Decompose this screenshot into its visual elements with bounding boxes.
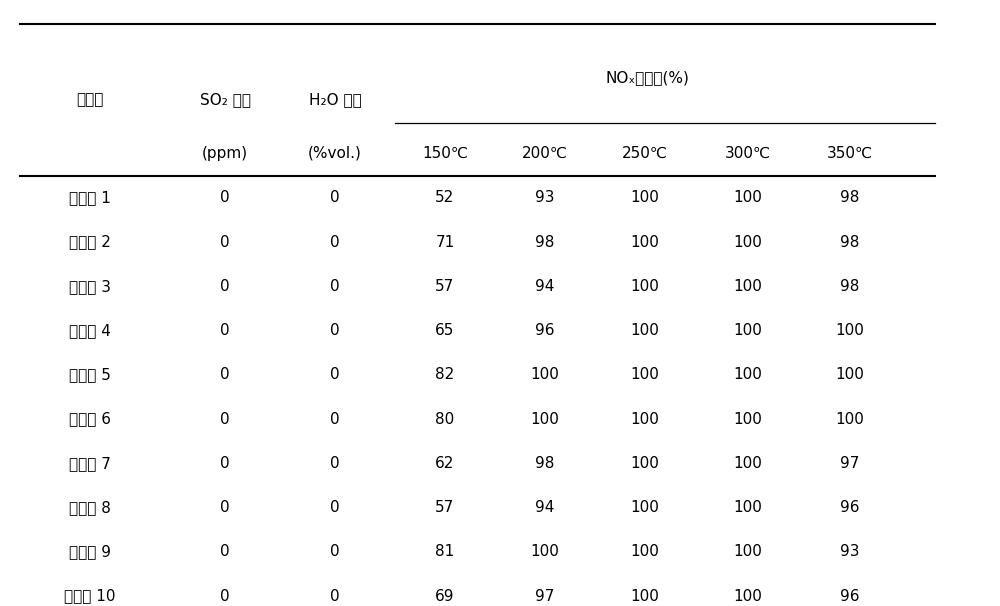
Text: 250℃: 250℃ [622,145,668,161]
Text: 催化剂: 催化剂 [76,93,104,107]
Text: 0: 0 [330,411,340,427]
Text: 100: 100 [531,411,559,427]
Text: 100: 100 [836,411,864,427]
Text: 94: 94 [535,279,555,294]
Text: 0: 0 [330,367,340,382]
Text: 82: 82 [435,367,455,382]
Text: 100: 100 [836,367,864,382]
Text: 0: 0 [330,544,340,559]
Text: 57: 57 [435,500,455,515]
Text: (ppm): (ppm) [202,145,248,161]
Text: 52: 52 [435,190,455,205]
Text: 0: 0 [330,279,340,294]
Text: 100: 100 [734,323,762,338]
Text: 100: 100 [734,588,762,604]
Text: (%vol.): (%vol.) [308,145,362,161]
Text: 98: 98 [840,279,860,294]
Text: 100: 100 [631,500,659,515]
Text: 100: 100 [734,190,762,205]
Text: 100: 100 [631,367,659,382]
Text: 实施例 7: 实施例 7 [69,456,111,471]
Text: 实施例 5: 实施例 5 [69,367,111,382]
Text: 0: 0 [220,456,230,471]
Text: 100: 100 [531,367,559,382]
Text: 100: 100 [631,544,659,559]
Text: 97: 97 [535,588,555,604]
Text: 0: 0 [330,235,340,250]
Text: 0: 0 [330,456,340,471]
Text: 100: 100 [734,544,762,559]
Text: 71: 71 [435,235,455,250]
Text: 实施例 4: 实施例 4 [69,323,111,338]
Text: 81: 81 [435,544,455,559]
Text: 0: 0 [330,190,340,205]
Text: 200℃: 200℃ [522,145,568,161]
Text: 93: 93 [535,190,555,205]
Text: 96: 96 [840,500,860,515]
Text: 97: 97 [840,456,860,471]
Text: 实施例 10: 实施例 10 [64,588,116,604]
Text: 实施例 6: 实施例 6 [69,411,111,427]
Text: 实施例 9: 实施例 9 [69,544,111,559]
Text: 94: 94 [535,500,555,515]
Text: 96: 96 [840,588,860,604]
Text: 0: 0 [330,588,340,604]
Text: 100: 100 [631,279,659,294]
Text: 实施例 8: 实施例 8 [69,500,111,515]
Text: 100: 100 [631,323,659,338]
Text: H₂O 浓度: H₂O 浓度 [309,93,361,107]
Text: 100: 100 [631,411,659,427]
Text: 350℃: 350℃ [827,145,873,161]
Text: 300℃: 300℃ [725,145,771,161]
Text: 150℃: 150℃ [422,145,468,161]
Text: 98: 98 [535,456,555,471]
Text: 100: 100 [531,544,559,559]
Text: 100: 100 [734,456,762,471]
Text: 0: 0 [220,500,230,515]
Text: 实施例 3: 实施例 3 [69,279,111,294]
Text: 0: 0 [330,323,340,338]
Text: 100: 100 [836,323,864,338]
Text: 96: 96 [535,323,555,338]
Text: 62: 62 [435,456,455,471]
Text: 65: 65 [435,323,455,338]
Text: 实施例 2: 实施例 2 [69,235,111,250]
Text: 实施例 1: 实施例 1 [69,190,111,205]
Text: 100: 100 [734,411,762,427]
Text: 0: 0 [330,500,340,515]
Text: 100: 100 [631,588,659,604]
Text: 0: 0 [220,411,230,427]
Text: 100: 100 [734,235,762,250]
Text: 0: 0 [220,588,230,604]
Text: 98: 98 [840,235,860,250]
Text: 93: 93 [840,544,860,559]
Text: 100: 100 [631,235,659,250]
Text: 0: 0 [220,190,230,205]
Text: 100: 100 [734,500,762,515]
Text: 100: 100 [631,456,659,471]
Text: 57: 57 [435,279,455,294]
Text: 100: 100 [631,190,659,205]
Text: 100: 100 [734,367,762,382]
Text: 0: 0 [220,235,230,250]
Text: 100: 100 [734,279,762,294]
Text: 0: 0 [220,323,230,338]
Text: SO₂ 浓度: SO₂ 浓度 [200,93,250,107]
Text: 80: 80 [435,411,455,427]
Text: 69: 69 [435,588,455,604]
Text: 0: 0 [220,544,230,559]
Text: 98: 98 [535,235,555,250]
Text: 0: 0 [220,367,230,382]
Text: 98: 98 [840,190,860,205]
Text: NOₓ转化率(%): NOₓ转化率(%) [606,70,689,85]
Text: 0: 0 [220,279,230,294]
